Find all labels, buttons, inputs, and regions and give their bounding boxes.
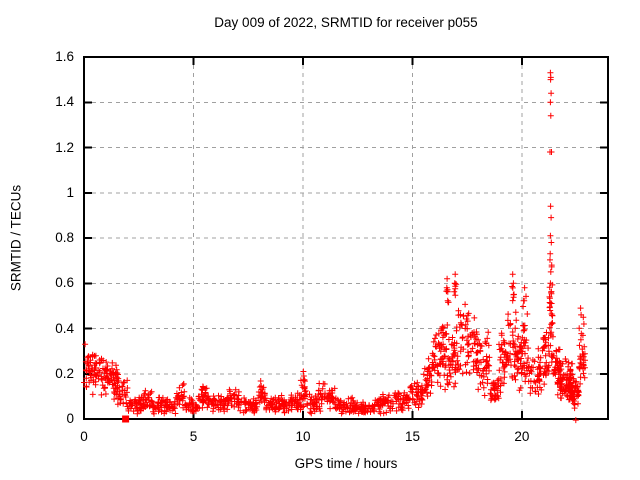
x-tick-label: 5: [189, 429, 198, 444]
y-tick-label: 0.4: [55, 320, 74, 336]
chart-title: Day 009 of 2022, SRMTID for receiver p05…: [214, 15, 478, 30]
x-tick-label: 0: [80, 429, 88, 444]
y-tick-label: 0.8: [55, 230, 74, 245]
y-tick-label: 1.6: [55, 49, 74, 64]
x-tick-label: 15: [404, 429, 420, 444]
x-tick-label: 10: [295, 429, 311, 444]
y-tick-label: 1.2: [55, 139, 74, 155]
y-tick-label: 0.2: [55, 365, 74, 381]
y-tick-label: 1.4: [55, 94, 74, 110]
x-tick-label: 20: [514, 429, 530, 444]
y-tick-label: 0: [66, 411, 74, 426]
x-axis-label: GPS time / hours: [294, 456, 398, 471]
y-tick-label: 0.6: [55, 275, 74, 291]
y-tick-label: 1: [66, 184, 74, 200]
